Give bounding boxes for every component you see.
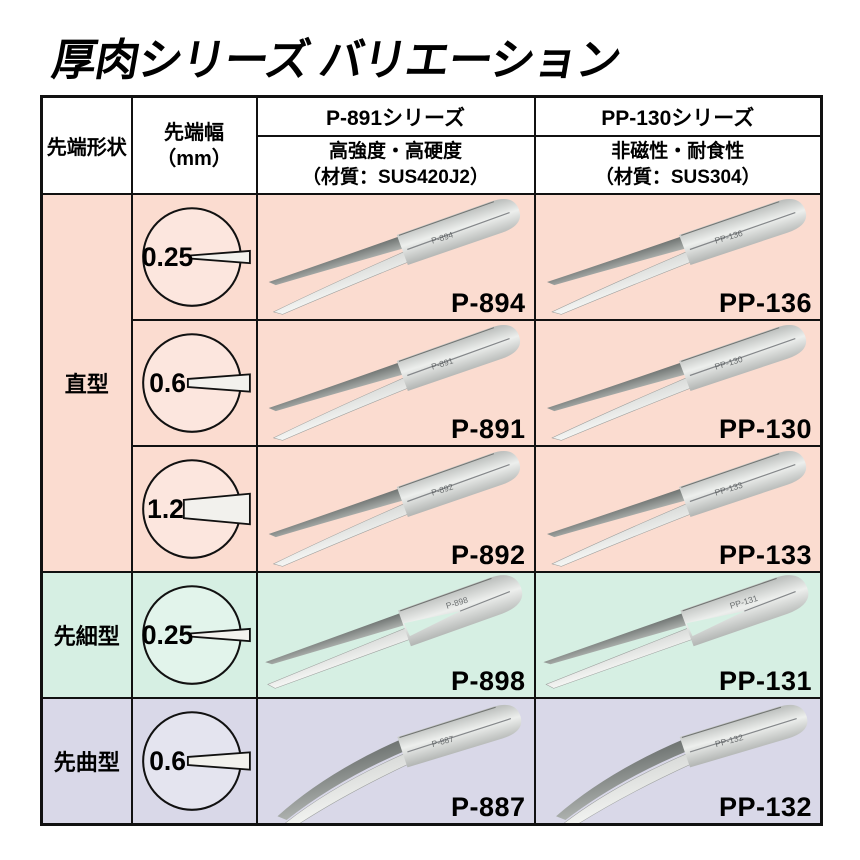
tip-width-value: 0.6 (149, 368, 186, 398)
tweezers-image-fine-tip: PP-131 (542, 575, 808, 689)
shape-type-bent: 先曲型 (40, 697, 133, 826)
product-variation-table: 先端形状 先端幅 （mm） P-891シリーズ PP-130シリーズ 高強度・高… (40, 95, 823, 827)
tweezers-image-straight: PP-133 (546, 451, 806, 567)
model-label: P-891 (450, 414, 526, 445)
tweezers-image-straight: PP-130 (546, 325, 806, 441)
header-tip-width-line2: （mm） (156, 147, 232, 170)
tweezers-image-straight: P-894 (268, 199, 520, 315)
tweezers-image-straight: P-891 (268, 325, 520, 441)
tip-width-value: 0.25 (141, 242, 192, 272)
tweezers-image-bent: P-887 (274, 704, 521, 824)
model-label: PP-131 (718, 666, 812, 697)
table-row: 1.2 P-892 P-892 (42, 445, 823, 574)
product-cell: P-894 P-894 (255, 192, 536, 322)
tweezers-image-straight: P-892 (268, 451, 520, 567)
header-row-subtitle: 高強度・高硬度 （材質：SUS420J2） 非磁性・耐食性 （材質：SUS304… (42, 135, 823, 195)
product-cell: P-892 P-892 (255, 445, 536, 574)
table-row: 先細型 0.25 P-898 (40, 571, 823, 700)
model-label: P-894 (450, 288, 526, 319)
tweezers-image-bent: PP-132 (552, 704, 807, 824)
product-cell: P-887 P-887 (255, 697, 536, 826)
header-series-p891: P-891シリーズ (255, 95, 536, 137)
feature-text: 非磁性・耐食性 (611, 141, 745, 163)
product-cell: PP-131 PP-131 (533, 571, 823, 700)
product-cell: PP-133 PP-133 (533, 445, 823, 574)
table-row: 0.6 P-891 P-891 (42, 319, 823, 448)
product-cell: P-898 P-898 (255, 571, 536, 700)
tip-width-diagram: 0.25 (130, 571, 258, 700)
product-cell: PP-132 PP-132 (533, 697, 823, 826)
material-text: （材質：SUS304） (594, 167, 761, 188)
model-label: P-898 (450, 666, 526, 697)
model-label: P-892 (450, 540, 526, 571)
header-feature-pp130: 非磁性・耐食性 （材質：SUS304） (533, 135, 823, 195)
shape-type-straight: 直型 (40, 192, 133, 574)
model-label: PP-133 (718, 540, 812, 571)
header-feature-p891: 高強度・高硬度 （材質：SUS420J2） (255, 135, 536, 195)
tip-width-diagram: 0.6 (130, 697, 258, 826)
table-row: 先曲型 0.6 P-887 (40, 697, 823, 826)
tip-width-value: 0.6 (149, 746, 186, 776)
header-series-pp130: PP-130シリーズ (533, 95, 823, 137)
header-tip-width: 先端幅 （mm） (130, 95, 258, 195)
header-tip-width-line1: 先端幅 (164, 121, 224, 144)
shape-type-taper: 先細型 (40, 571, 133, 700)
page-title: 厚肉シリーズ バリエーション (48, 36, 625, 85)
feature-text: 高強度・高硬度 (328, 141, 462, 163)
tip-width-diagram: 0.25 (130, 192, 258, 322)
material-text: （材質：SUS420J2） (302, 167, 489, 188)
product-cell: P-891 P-891 (255, 319, 536, 448)
product-cell: PP-130 PP-130 (533, 319, 823, 448)
tip-width-diagram: 0.6 (130, 319, 258, 448)
header-row-series: 先端形状 先端幅 （mm） P-891シリーズ PP-130シリーズ (40, 95, 823, 195)
product-cell: PP-136 PP-136 (533, 192, 823, 322)
model-label: PP-130 (718, 414, 812, 445)
tip-width-value: 0.25 (141, 620, 192, 650)
tweezers-image-fine-tip: P-898 (264, 575, 522, 689)
table-row: 直型 0.25 P-894 (40, 192, 823, 574)
tip-width-value: 1.2 (147, 494, 184, 524)
model-label: PP-136 (718, 288, 812, 319)
header-tip-shape: 先端形状 (40, 95, 133, 195)
tip-width-diagram: 1.2 (130, 445, 258, 574)
model-label: PP-132 (718, 792, 812, 823)
tweezers-image-straight: PP-136 (546, 199, 806, 315)
model-label: P-887 (450, 792, 526, 823)
